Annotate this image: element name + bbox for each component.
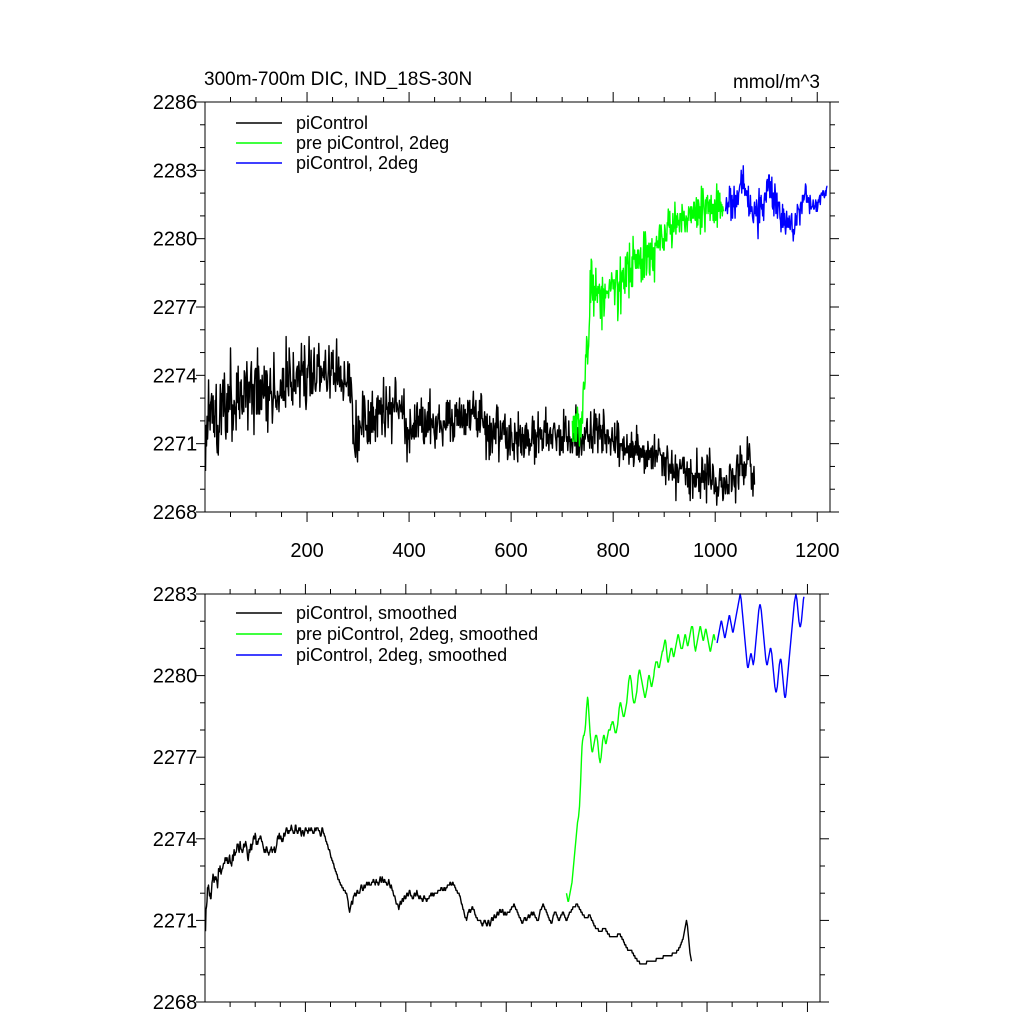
bottom-series-1-line xyxy=(565,625,716,903)
top-ytick-label-3: 2277 xyxy=(153,297,198,319)
bottom-ytick-label-4: 2280 xyxy=(153,666,198,688)
top-ytick-label-6: 2286 xyxy=(153,92,198,114)
top-series-2-line xyxy=(724,165,828,242)
bottom-series-layer xyxy=(204,593,805,965)
top-ytick-label-0: 2268 xyxy=(153,502,198,524)
bottom-legend: piControl, smoothed pre piControl, 2deg,… xyxy=(236,603,538,665)
top-legend-label-0: piControl xyxy=(296,113,368,133)
bottom-series-0-line xyxy=(204,824,693,965)
top-legend-label-1: pre piControl, 2deg xyxy=(296,133,449,153)
top-series-layer xyxy=(204,165,828,506)
bottom-axis-ticks: 2268 2271 2274 2277 2280 2283 xyxy=(153,584,829,1014)
top-axis-ticks: 2268 2271 2274 2277 2280 2283 2286 200 400 600 800… xyxy=(153,92,840,562)
bottom-series-2-line xyxy=(716,593,805,699)
top-xtick-label-3: 800 xyxy=(596,540,629,562)
top-xtick-label-0: 200 xyxy=(290,540,323,562)
top-ytick-label-2: 2274 xyxy=(153,365,198,387)
units-label: mmol/m^3 xyxy=(733,72,820,93)
bottom-ytick-label-1: 2271 xyxy=(153,910,198,932)
top-ytick-label-4: 2280 xyxy=(153,229,198,251)
top-ytick-label-5: 2283 xyxy=(153,160,198,182)
top-ytick-label-1: 2271 xyxy=(153,434,198,456)
bottom-ytick-label-0: 2268 xyxy=(153,992,198,1014)
chart-title: 300m-700m DIC, IND_18S-30N xyxy=(204,69,472,90)
top-series-0-line xyxy=(204,335,756,506)
top-legend-label-2: piControl, 2deg xyxy=(296,153,418,173)
top-xtick-label-5: 1200 xyxy=(795,540,840,562)
top-xtick-label-2: 600 xyxy=(494,540,527,562)
bottom-plot-frame xyxy=(204,593,821,1003)
top-xtick-label-4: 1000 xyxy=(693,540,738,562)
bottom-legend-label-0: piControl, smoothed xyxy=(296,603,457,623)
top-legend: piControl pre piControl, 2deg piControl,… xyxy=(236,113,449,173)
bottom-ytick-label-3: 2277 xyxy=(153,747,198,769)
bottom-legend-label-2: piControl, 2deg, smoothed xyxy=(296,645,507,665)
top-series-1-line xyxy=(571,183,725,447)
top-xtick-label-1: 400 xyxy=(392,540,425,562)
top-panel: 2268 2271 2274 2277 2280 2283 2286 200 400 600 800… xyxy=(153,92,840,562)
bottom-panel: 2268 2271 2274 2277 2280 2283 piControl, smoo… xyxy=(153,584,829,1014)
bottom-legend-label-1: pre piControl, 2deg, smoothed xyxy=(296,624,538,644)
bottom-ytick-label-2: 2274 xyxy=(153,829,198,851)
bottom-ytick-label-5: 2283 xyxy=(153,584,198,606)
